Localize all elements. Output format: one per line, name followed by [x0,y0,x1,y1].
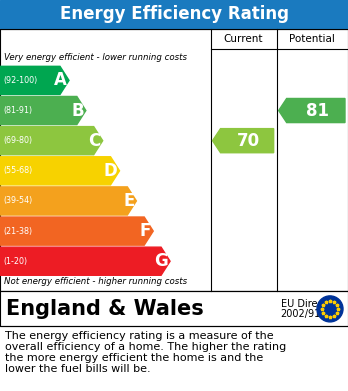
Text: D: D [104,162,118,180]
Text: C: C [88,132,101,150]
Polygon shape [213,129,274,153]
Polygon shape [0,157,119,185]
Text: F: F [140,222,151,240]
Text: E: E [123,192,134,210]
Text: 2002/91/EC: 2002/91/EC [280,309,337,319]
Bar [0,0,348,28]
Text: Potential: Potential [290,34,335,44]
Text: (39-54): (39-54) [3,196,32,205]
Text: The energy efficiency rating is a measure of the: The energy efficiency rating is a measur… [5,332,274,341]
Polygon shape [0,66,69,95]
Text: Not energy efficient - higher running costs: Not energy efficient - higher running co… [4,277,187,286]
Text: the more energy efficient the home is and the: the more energy efficient the home is an… [5,353,263,364]
Text: 81: 81 [306,102,329,120]
Text: (55-68): (55-68) [3,166,32,175]
Text: England & Wales: England & Wales [6,299,204,319]
Bar [0,291,348,326]
Text: Energy Efficiency Rating: Energy Efficiency Rating [60,5,288,23]
Text: Very energy efficient - lower running costs: Very energy efficient - lower running co… [4,53,187,62]
Bar [0,29,348,291]
Polygon shape [0,187,136,215]
Text: (21-38): (21-38) [3,227,32,236]
Text: (69-80): (69-80) [3,136,32,145]
Text: overall efficiency of a home. The higher the rating: overall efficiency of a home. The higher… [5,343,286,352]
Text: lower the fuel bills will be.: lower the fuel bills will be. [5,364,151,375]
Polygon shape [279,99,345,123]
Text: (81-91): (81-91) [3,106,32,115]
Text: EU Directive: EU Directive [280,299,341,309]
Polygon shape [0,97,86,125]
Text: A: A [54,72,67,90]
Text: (92-100): (92-100) [3,76,37,85]
Text: (1-20): (1-20) [3,257,27,266]
Text: 70: 70 [237,132,260,150]
Polygon shape [0,247,170,275]
Circle shape [317,296,343,322]
Text: Current: Current [224,34,263,44]
Text: G: G [154,252,168,270]
Text: B: B [71,102,84,120]
Polygon shape [0,217,153,245]
Polygon shape [0,127,103,155]
